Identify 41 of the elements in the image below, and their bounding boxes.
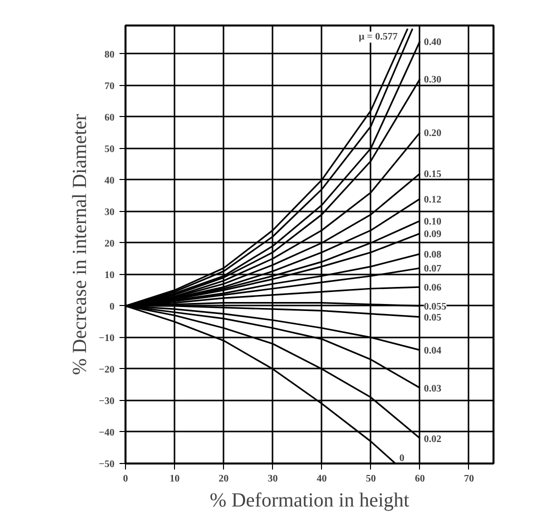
y-tick-label: 60: [104, 112, 114, 124]
y-tick-label: 40: [104, 175, 114, 186]
series-label: 0.07: [424, 264, 442, 275]
x-tick-label: 40: [316, 474, 327, 484]
y-tick-label: −20: [98, 364, 115, 376]
x-tick-label: 10: [170, 474, 180, 484]
y-tick-label: 50: [104, 144, 114, 155]
y-axis-title: % Decrease in internal Diameter: [68, 114, 91, 375]
x-tick-label: 70: [464, 474, 474, 484]
series-label: 0.03: [424, 383, 442, 394]
series-label: 0.08: [424, 249, 442, 260]
y-tick-label: −30: [98, 396, 115, 407]
series-label: 0.05: [424, 312, 442, 324]
y-tick-label: 70: [104, 80, 114, 92]
series-label: 0.06: [424, 282, 442, 294]
series-label: 0.15: [424, 169, 442, 180]
series-label: 0.055: [424, 301, 446, 312]
series-label: 0.30: [424, 74, 442, 86]
series-label: 0.20: [424, 128, 442, 140]
y-tick-label: 20: [104, 238, 114, 250]
series-label: μ = 0.577: [358, 32, 398, 43]
series-label: 0.04: [424, 346, 442, 357]
x-tick-label: 30: [268, 474, 278, 484]
series-label: 0.12: [424, 194, 442, 206]
legend-label: 0: [399, 453, 404, 464]
x-tick-label: 60: [414, 474, 425, 484]
y-tick-label: −10: [98, 332, 115, 344]
y-tick-label: −50: [98, 459, 115, 470]
y-tick-label: 80: [104, 49, 114, 60]
x-axis-title: % Deformation in height: [210, 490, 410, 512]
y-tick-label: 30: [104, 206, 114, 218]
y-tick-label: −40: [98, 427, 115, 438]
y-tick-label: 0: [110, 301, 114, 312]
series-label: 0.09: [424, 228, 442, 240]
x-tick-label: 50: [366, 474, 376, 484]
x-tick-label: 20: [218, 474, 229, 484]
series-label: 0.10: [424, 216, 442, 228]
y-tick-label: 10: [104, 270, 114, 281]
x-tick-label: 0: [123, 474, 128, 484]
series-label: 0.02: [424, 434, 442, 445]
series-label: 0.40: [424, 36, 442, 48]
